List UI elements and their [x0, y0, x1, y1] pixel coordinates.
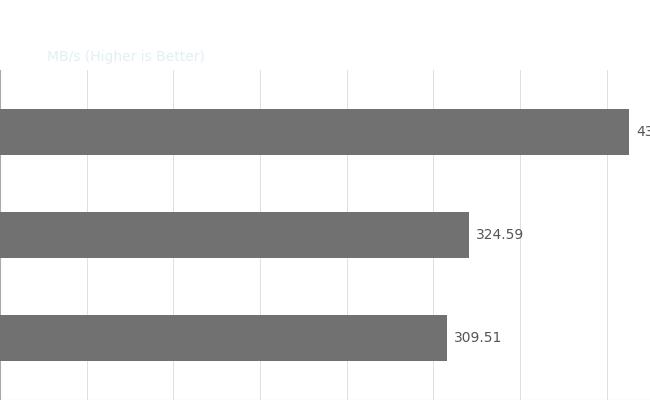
- Text: PCMark 10 System Drive Benchmark Bandwidth: PCMark 10 System Drive Benchmark Bandwid…: [47, 15, 650, 39]
- Text: MB/s (Higher is Better): MB/s (Higher is Better): [47, 50, 205, 64]
- Text: 324.59: 324.59: [476, 228, 525, 242]
- Bar: [0, 212, 469, 258]
- Text: 309.51: 309.51: [454, 331, 502, 345]
- Bar: [0, 109, 629, 155]
- Text: 435.38: 435.38: [636, 125, 650, 139]
- Bar: [0, 315, 447, 361]
